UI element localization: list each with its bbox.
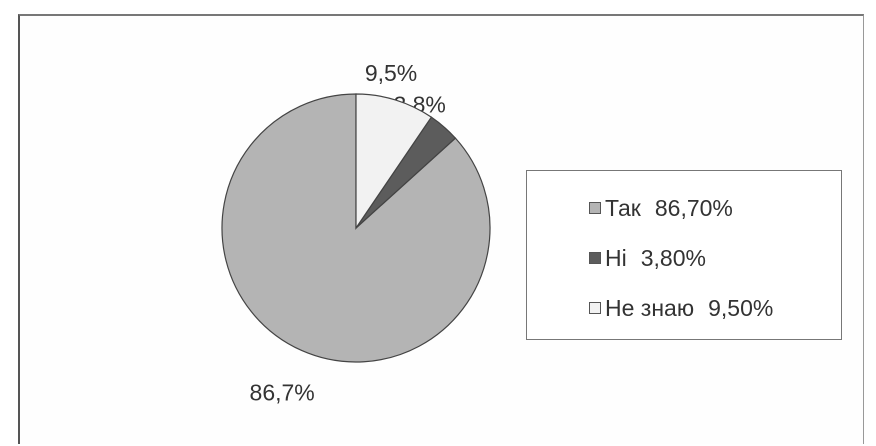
legend-swatch-ni [589, 252, 601, 264]
legend-value-ne-znayu: 9,50% [708, 294, 774, 321]
legend-label-ne-znayu: Не знаю [605, 294, 695, 321]
legend-item-ni: Ні 3,80% [589, 233, 841, 283]
legend-value-ni: 3,80% [640, 244, 706, 271]
slice-label-tak: 86,7% [250, 379, 315, 405]
legend-label-ni: Ні [605, 244, 627, 271]
pie-chart: 86,7%3,8%9,5% [221, 60, 491, 405]
legend-swatch-tak [589, 202, 601, 214]
pie-slice-ne-znayu [355, 93, 433, 230]
slice-label-ne-znayu: 9,5% [365, 60, 417, 86]
legend-label-tak: Так [605, 194, 641, 221]
legend-item-ne-znayu: Не знаю 9,50% [589, 283, 841, 333]
legend: Так 86,70% Ні 3,80% Не знаю 9,50% [526, 170, 842, 340]
legend-item-tak: Так 86,70% [589, 183, 841, 233]
legend-swatch-ne-znayu [589, 302, 601, 314]
legend-value-tak: 86,70% [654, 194, 733, 221]
chart-area: 86,7% 3,8% 9,5% Так 86,70% Ні 3,80% Не зна… [18, 14, 864, 444]
